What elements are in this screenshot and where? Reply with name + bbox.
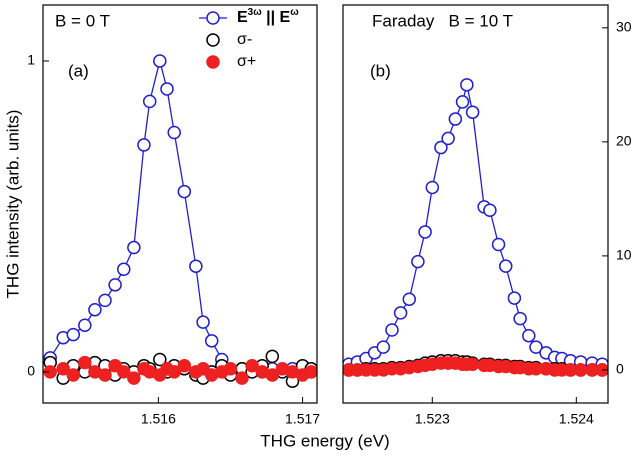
marker [177, 358, 192, 373]
marker [441, 131, 455, 146]
marker [304, 365, 317, 379]
marker [206, 33, 220, 47]
marker [78, 318, 92, 333]
legend-label-part: ω [290, 7, 299, 18]
marker [153, 352, 167, 367]
annotation: (b) [370, 61, 391, 80]
x-tick-label: 1.523 [415, 411, 450, 427]
x-tick-label: 1.524 [559, 411, 594, 427]
marker [385, 323, 399, 337]
marker [265, 349, 280, 364]
y-axis-label: THG intensity (arb. units) [3, 110, 22, 299]
marker [160, 82, 174, 96]
marker [455, 95, 470, 109]
marker [127, 371, 141, 385]
legend-label: E3ω || Eω [237, 7, 299, 27]
marker [196, 315, 210, 329]
marker [448, 112, 463, 126]
annotation: (a) [68, 61, 89, 80]
legend-label: σ- [237, 31, 252, 48]
marker [66, 368, 81, 382]
marker [98, 368, 112, 382]
marker [418, 225, 432, 239]
marker [223, 362, 238, 376]
marker [167, 125, 181, 140]
marker [142, 94, 157, 109]
marker [206, 11, 220, 25]
marker [573, 363, 588, 377]
y-tick-label: 0 [616, 361, 624, 377]
marker [98, 293, 112, 308]
legend-label-part: E [237, 9, 248, 26]
legend-label: σ+ [237, 53, 256, 70]
y-tick-label: 1 [27, 52, 35, 68]
x-axis-label: THG energy (eV) [260, 431, 389, 450]
marker [167, 365, 181, 379]
plot-area [343, 78, 608, 377]
marker [425, 180, 440, 195]
marker [513, 311, 527, 326]
series-line [348, 84, 603, 365]
marker [66, 327, 81, 342]
marker [235, 371, 249, 385]
y-tick-label: 20 [616, 133, 632, 149]
marker [127, 240, 141, 255]
marker [245, 358, 259, 373]
marker [460, 78, 474, 92]
y-tick-label: 30 [616, 19, 632, 35]
plot-frame [42, 4, 318, 404]
marker [507, 291, 522, 305]
marker [137, 138, 151, 152]
marker [529, 340, 543, 354]
legend-label-part: σ- [237, 31, 252, 48]
legend-label-part: || E [262, 9, 291, 26]
marker [177, 184, 192, 199]
marker [117, 262, 131, 277]
marker [265, 368, 280, 382]
marker [434, 140, 448, 155]
marker [376, 340, 391, 354]
marker [465, 357, 480, 371]
marker [491, 237, 506, 252]
marker [402, 292, 416, 306]
x-tick-label: 1.516 [141, 411, 176, 427]
y-tick-label: 10 [616, 247, 632, 263]
x-tick-label: 1.517 [285, 411, 320, 427]
marker [153, 54, 167, 68]
marker [393, 306, 408, 320]
marker [465, 105, 480, 119]
y-tick-label: 0 [27, 363, 35, 379]
marker [189, 259, 203, 273]
marker [56, 362, 70, 376]
legend-label-part: 3ω [248, 7, 263, 18]
marker [206, 55, 220, 69]
marker [117, 365, 131, 379]
legend-label-part: σ+ [237, 53, 256, 70]
plot-area [43, 54, 317, 388]
plot-frame [342, 4, 609, 404]
marker [204, 334, 219, 348]
marker [108, 278, 122, 292]
marker [522, 328, 536, 343]
annotation: B = 0 T [55, 11, 110, 30]
marker [78, 355, 92, 370]
marker [483, 203, 497, 218]
marker [88, 302, 102, 317]
annotation: Faraday B = 10 T [372, 11, 513, 30]
marker [411, 254, 425, 269]
marker [498, 259, 513, 273]
